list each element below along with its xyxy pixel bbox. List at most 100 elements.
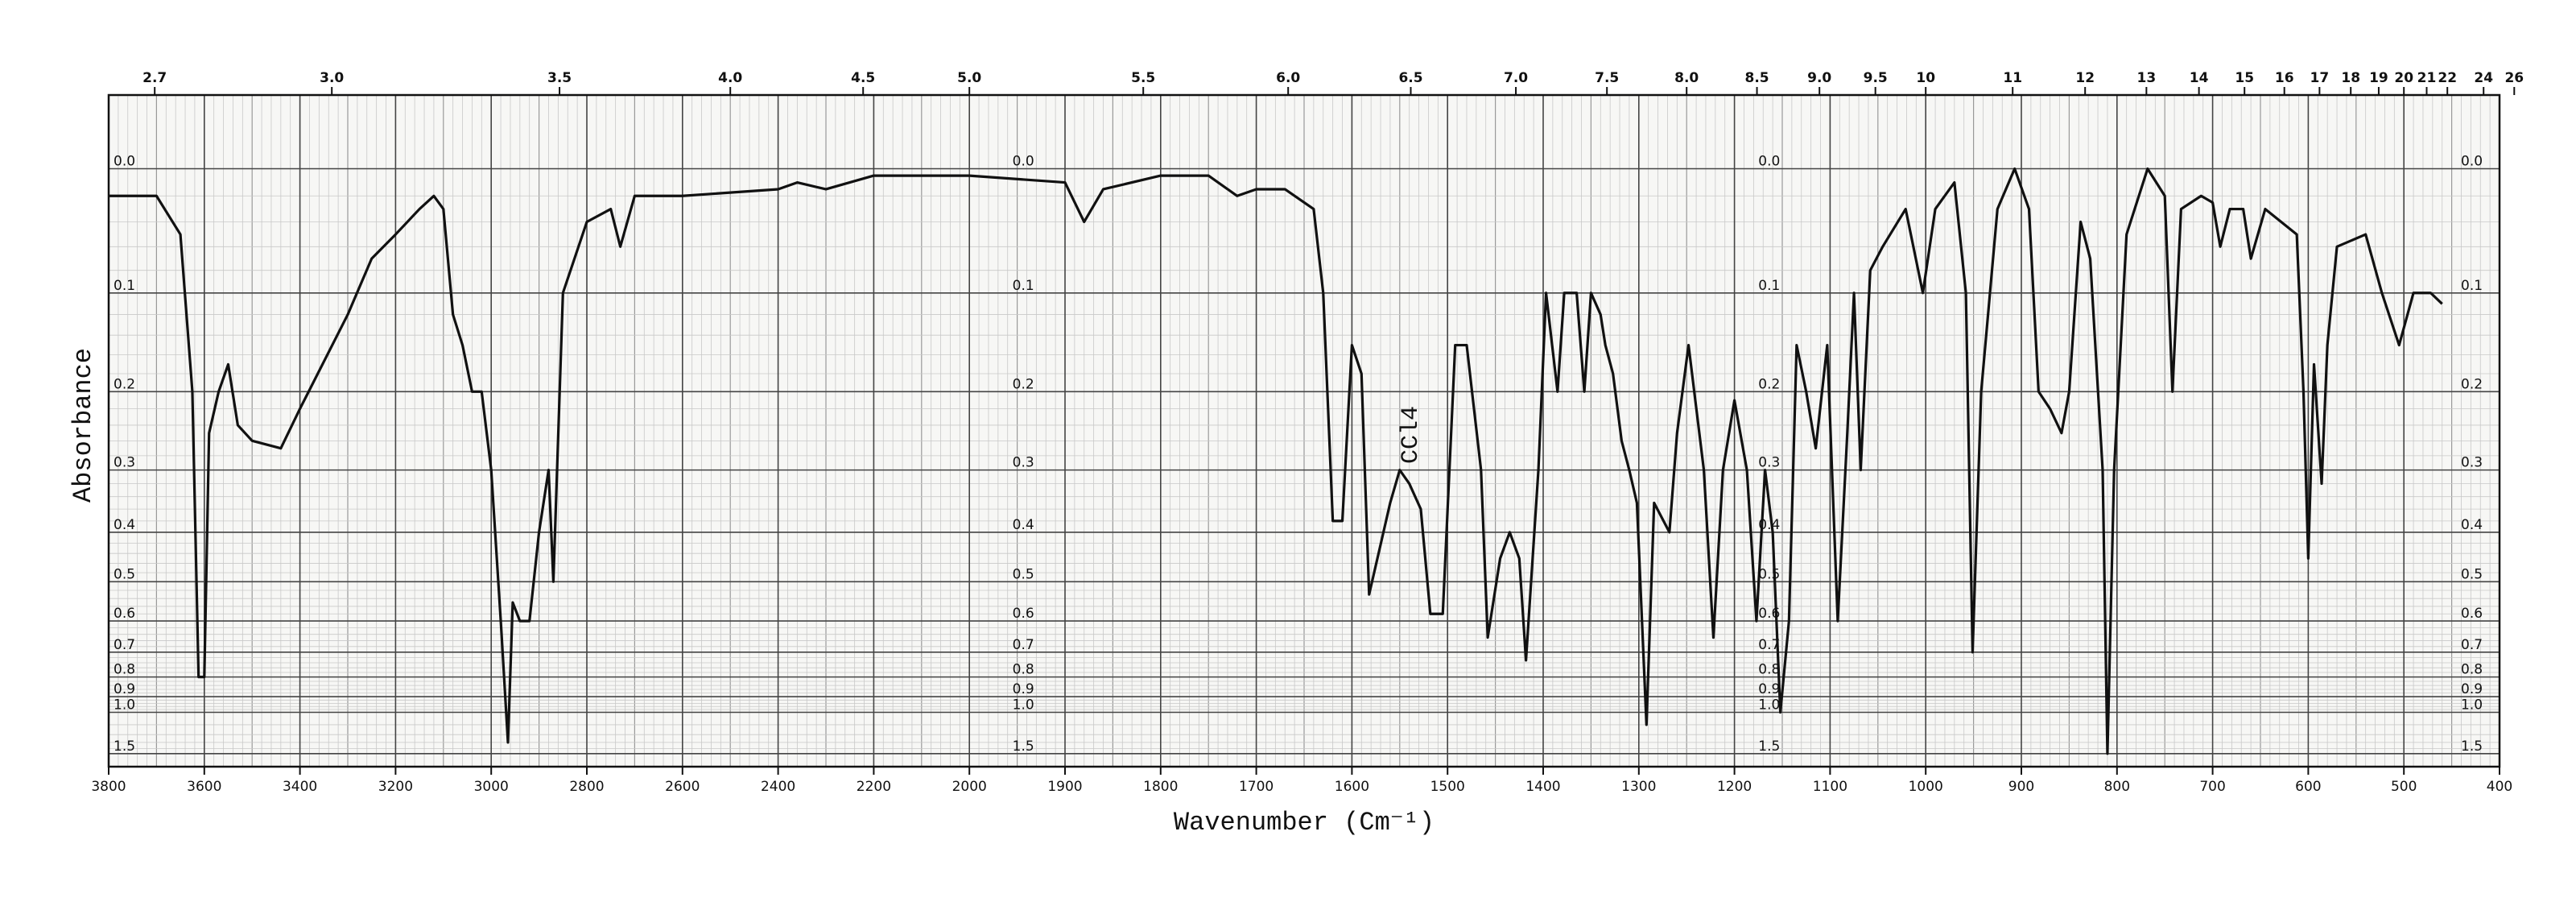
x-tick-label: 3800 [91,779,126,795]
x-tick-label: 400 [2487,779,2512,795]
x2-tick-label: 4.0 [718,70,742,86]
x2-tick-label: 7.0 [1504,70,1528,86]
x-tick-label: 2200 [857,779,891,795]
x-tick-label: 2600 [665,779,700,795]
labels: Wavenumber (Cm⁻¹) Absorbance CCl4 3800 36… [68,70,2524,838]
x-tick-label: 600 [2295,779,2321,795]
y-tick-label: 1.0 [1758,697,1780,714]
y-tick-label: 0.1 [2461,278,2483,294]
y-tick-label: 0.2 [2461,376,2483,392]
y-tick-label: 0.6 [114,606,135,622]
x2-tick-label: 11 [2003,70,2022,86]
x2-tick-label: 14 [2190,70,2209,86]
x2-tick-label: 5.5 [1131,70,1155,86]
x2-tick-label: 7.5 [1595,70,1619,86]
x-tick-label: 3400 [283,779,317,795]
x2-tick-label: 5.0 [957,70,981,86]
y-tick-label: 0.0 [114,154,135,170]
x2-tick-label: 17 [2310,70,2330,86]
x-tick-label: 1200 [1717,779,1752,795]
x2-tick-label: 18 [2341,70,2360,86]
y-tick-label: 0.3 [2461,455,2483,471]
x-tick-label: 2400 [761,779,795,795]
x2-tick-label: 20 [2394,70,2413,86]
x2-tick-label: 22 [2438,70,2457,86]
y-tick-label: 0.3 [1013,455,1034,471]
x2-tick-label: 3.5 [547,70,572,86]
x-tick-label: 500 [2391,779,2417,795]
y-tick-label: 0.4 [2461,517,2483,533]
spectrum-line [109,167,2443,755]
x2-tick-label: 4.5 [851,70,875,86]
annotation: CCl4 [1397,406,1425,464]
x-axis-title: Wavenumber (Cm⁻¹) [1174,808,1435,838]
y-tick-label: 0.1 [114,278,135,294]
x2-tick-label: 12 [2075,70,2095,86]
y-tick-label: 0.2 [114,376,135,392]
x-tick-label: 1100 [1813,779,1847,795]
x2-tick-label: 8.5 [1744,70,1769,86]
x2-tick-label: 8.0 [1674,70,1699,86]
x-tick-label: 2000 [952,779,987,795]
y-tick-label: 0.9 [2461,681,2483,697]
x2-tick-label: 10 [1916,70,1935,86]
y-tick-label: 0.0 [1758,154,1780,170]
plot-frame [107,93,2501,768]
y-tick-label: 0.7 [114,637,135,653]
x-tick-label: 1800 [1143,779,1178,795]
x2-tick-label: 24 [2474,70,2493,86]
x2-tick-label: 6.0 [1276,70,1300,86]
x2-tick-label: 3.0 [320,70,344,86]
y-tick-label: 0.9 [1758,681,1780,697]
x-tick-label: 1700 [1239,779,1274,795]
y-tick-label: 1.0 [2461,697,2483,714]
y-tick-label: 0.2 [1758,376,1780,392]
y-tick-label: 0.5 [114,566,135,582]
y-tick-label: 0.6 [2461,606,2483,622]
y-tick-label: 0.5 [1013,566,1034,582]
y-tick-label: 0.7 [1758,637,1780,653]
y-tick-label: 0.9 [1013,681,1034,697]
x-tick-label: 800 [2104,779,2130,795]
x-tick-label: 3000 [474,779,509,795]
y-tick-label: 0.4 [114,517,135,533]
y-tick-label: 0.0 [1013,154,1034,170]
x-tick-label: 1300 [1621,779,1656,795]
y-tick-label: 0.8 [1758,662,1780,678]
y-tick-label: 0.6 [1013,606,1034,622]
x-tick-label: 700 [2199,779,2225,795]
x-tick-label: 2800 [569,779,604,795]
x2-tick-label: 26 [2504,70,2524,86]
x2-tick-label: 9.0 [1807,70,1831,86]
y-tick-label: 0.7 [1013,637,1034,653]
y-tick-label: 0.4 [1758,517,1780,533]
y-tick-label: 0.4 [1013,517,1034,533]
y-tick-label: 0.0 [2461,154,2483,170]
y-tick-label: 0.3 [114,455,135,471]
x-tick-label: 1400 [1525,779,1560,795]
y-tick-label: 1.5 [1758,738,1780,755]
y-tick-label: 0.3 [1758,455,1780,471]
y-tick-label: 1.5 [1013,738,1034,755]
x-tick-label: 1000 [1909,779,1943,795]
y-tick-label: 0.8 [1013,662,1034,678]
y-tick-label: 0.7 [2461,637,2483,653]
y-tick-label: 1.5 [2461,738,2483,755]
x2-tick-label: 16 [2275,70,2294,86]
y-tick-label: 0.2 [1013,376,1034,392]
y-tick-label: 0.5 [1758,566,1780,582]
plot [109,167,2443,755]
x2-tick-label: 13 [2137,70,2157,86]
x-tick-label: 1900 [1047,779,1082,795]
x-tick-label: 1500 [1430,779,1465,795]
x2-tick-label: 9.5 [1864,70,1888,86]
x2-tick-label: 15 [2235,70,2254,86]
y-tick-label: 1.5 [114,738,135,755]
x-tick-label: 900 [2008,779,2034,795]
x2-tick-label: 6.5 [1398,70,1422,86]
x-tick-label: 3600 [187,779,221,795]
y-tick-label: 0.1 [1013,278,1034,294]
x2-tick-label: 21 [2417,70,2437,86]
